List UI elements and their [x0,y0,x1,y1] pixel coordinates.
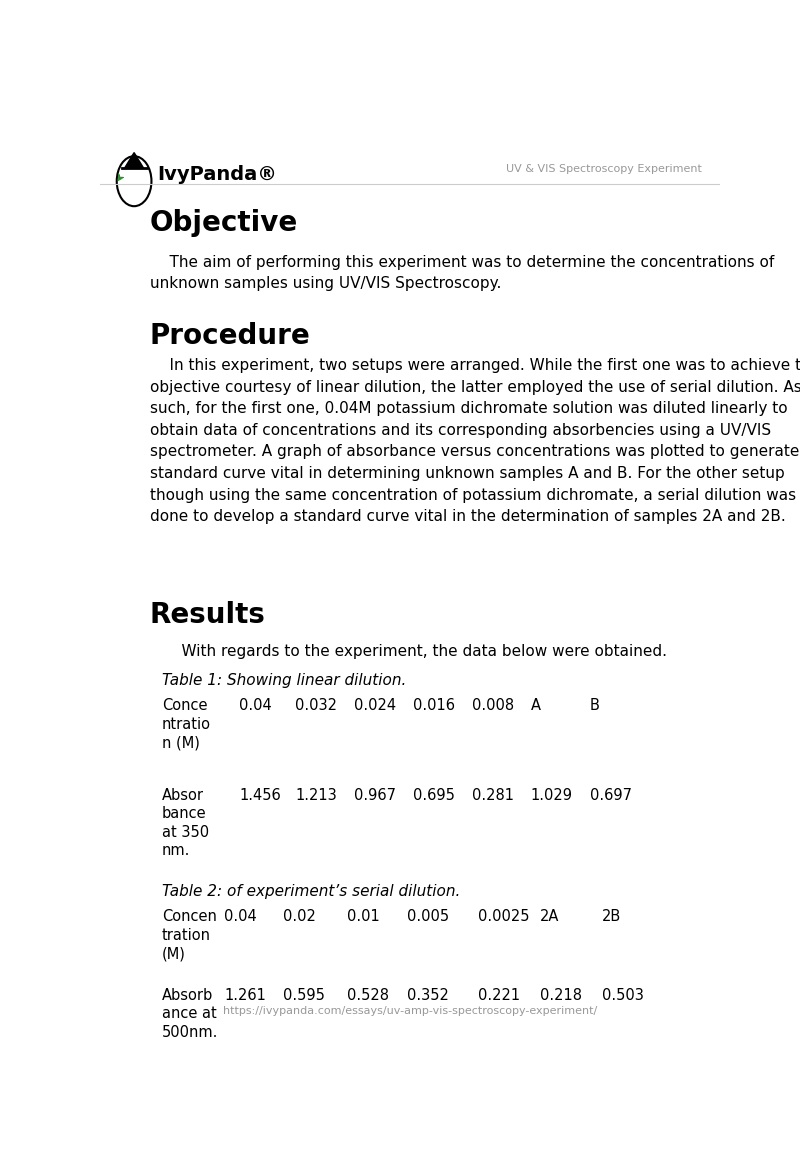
Text: Results: Results [150,601,266,629]
Text: 0.221: 0.221 [478,987,520,1002]
Text: Concen
tration
(M): Concen tration (M) [162,909,217,962]
Text: 0.04: 0.04 [239,698,272,713]
Text: B: B [590,698,600,713]
Text: 0.0025: 0.0025 [478,909,530,925]
Text: 0.967: 0.967 [354,788,396,803]
Text: 0.352: 0.352 [407,987,449,1002]
Text: 0.595: 0.595 [283,987,325,1002]
Text: 0.04: 0.04 [224,909,257,925]
Text: Objective: Objective [150,209,298,237]
Text: 0.01: 0.01 [346,909,379,925]
Text: 1.029: 1.029 [531,788,573,803]
Text: 0.697: 0.697 [590,788,632,803]
Text: Conce
ntratio
n (M): Conce ntratio n (M) [162,698,211,751]
Text: Absorb
ance at
500nm.: Absorb ance at 500nm. [162,987,218,1039]
Text: 0.528: 0.528 [346,987,389,1002]
Text: 0.016: 0.016 [413,698,455,713]
Text: 0.024: 0.024 [354,698,396,713]
Text: Table 2: of experiment’s serial dilution.: Table 2: of experiment’s serial dilution… [162,884,460,899]
Text: The aim of performing this experiment was to determine the concentrations of
unk: The aim of performing this experiment wa… [150,255,774,291]
Text: IvyPanda®: IvyPanda® [157,165,277,183]
Text: In this experiment, two setups were arranged. While the first one was to achieve: In this experiment, two setups were arra… [150,358,800,524]
Text: 1.213: 1.213 [295,788,337,803]
Text: 0.503: 0.503 [602,987,644,1002]
Text: Table 1: Showing linear dilution.: Table 1: Showing linear dilution. [162,673,406,688]
Text: 0.218: 0.218 [540,987,582,1002]
Text: A: A [531,698,541,713]
Text: With regards to the experiment, the data below were obtained.: With regards to the experiment, the data… [162,644,667,659]
Text: 2A: 2A [540,909,559,925]
Text: 2B: 2B [602,909,622,925]
Text: Procedure: Procedure [150,322,310,350]
Text: https://ivypanda.com/essays/uv-amp-vis-spectroscopy-experiment/: https://ivypanda.com/essays/uv-amp-vis-s… [223,1007,597,1016]
Text: 0.005: 0.005 [407,909,449,925]
Text: 1.261: 1.261 [224,987,266,1002]
Text: Absor
bance
at 350
nm.: Absor bance at 350 nm. [162,788,209,858]
Text: 0.008: 0.008 [472,698,514,713]
Text: UV & VIS Spectroscopy Experiment: UV & VIS Spectroscopy Experiment [506,165,702,174]
Polygon shape [125,153,143,168]
Text: 0.02: 0.02 [283,909,316,925]
Text: 0.281: 0.281 [472,788,514,803]
Text: 1.456: 1.456 [239,788,282,803]
Text: 0.032: 0.032 [295,698,338,713]
Text: 0.695: 0.695 [413,788,455,803]
